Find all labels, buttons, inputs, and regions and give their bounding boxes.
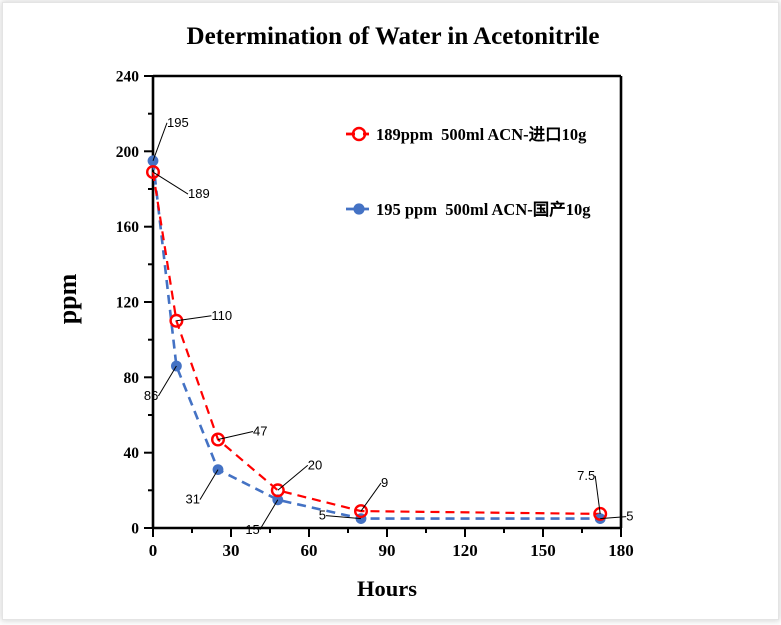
svg-text:Determination of Water in Acet: Determination of Water in Acetonitrile: [187, 23, 600, 50]
svg-text:240: 240: [116, 69, 140, 86]
svg-text:86: 86: [144, 388, 158, 403]
svg-text:150: 150: [530, 541, 556, 560]
svg-text:90: 90: [379, 541, 396, 560]
svg-text:189ppm 500ml ACN-进口10g: 189ppm 500ml ACN-进口10g: [376, 125, 587, 144]
svg-text:0: 0: [149, 541, 158, 560]
svg-text:195: 195: [167, 115, 189, 130]
svg-text:110: 110: [211, 308, 232, 323]
svg-text:160: 160: [116, 219, 140, 236]
svg-text:7.5: 7.5: [577, 468, 595, 483]
svg-text:31: 31: [186, 492, 200, 507]
svg-text:189: 189: [188, 186, 210, 201]
svg-text:9: 9: [381, 475, 388, 490]
svg-text:30: 30: [223, 541, 240, 560]
svg-text:20: 20: [308, 457, 322, 472]
svg-text:195 ppm 500ml ACN-国产10g: 195 ppm 500ml ACN-国产10g: [376, 199, 591, 219]
svg-text:200: 200: [116, 144, 140, 161]
svg-text:120: 120: [116, 295, 140, 312]
svg-text:0: 0: [131, 521, 139, 538]
svg-text:15: 15: [245, 522, 259, 537]
svg-text:5: 5: [319, 508, 326, 523]
svg-text:80: 80: [124, 370, 140, 387]
svg-text:40: 40: [124, 445, 140, 462]
svg-text:120: 120: [452, 541, 478, 560]
svg-text:5: 5: [626, 509, 633, 524]
svg-text:Hours: Hours: [357, 576, 417, 601]
svg-text:60: 60: [301, 541, 318, 560]
svg-text:180: 180: [608, 541, 634, 560]
svg-text:47: 47: [253, 424, 267, 439]
svg-text:ppm: ppm: [53, 273, 82, 324]
